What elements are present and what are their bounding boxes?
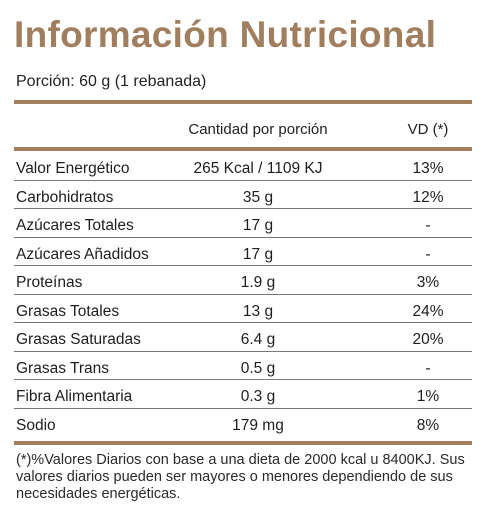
page-title: Información Nutricional: [14, 14, 437, 55]
nutrient-name: Carbohidratos: [16, 188, 114, 206]
nutrient-daily-value: 13%: [412, 160, 444, 177]
nutrient-daily-value: 12%: [412, 188, 444, 206]
top-divider: [14, 100, 472, 104]
row-divider: [14, 265, 472, 266]
portion-size: Porción: 60 g (1 rebanada): [16, 73, 207, 90]
nutrient-daily-value: 3%: [416, 274, 440, 291]
nutrient-quantity: 1.9 g: [240, 274, 276, 291]
nutrient-quantity: 179 mg: [232, 416, 284, 434]
nutrient-name: Fibra Alimentaria: [16, 388, 133, 405]
nutrient-name: Azúcares Totales: [16, 217, 134, 234]
nutrient-name: Azúcares Añadidos: [16, 245, 149, 263]
table-row: Azúcares Añadidos 17 g -: [0, 238, 489, 266]
nutrient-name: Grasas Trans: [16, 359, 110, 377]
nutrient-name: Grasas Saturadas: [16, 331, 141, 348]
nutrient-daily-value: 24%: [412, 302, 444, 320]
nutrient-daily-value: -: [425, 245, 431, 263]
nutrient-name: Grasas Totales: [16, 302, 120, 320]
nutrient-quantity: 265 Kcal / 1109 KJ: [193, 160, 323, 177]
footnote: (*)%Valores Diarios con base a una dieta…: [16, 452, 465, 502]
table-row: Carbohidratos 35 g 12%: [0, 181, 489, 209]
table-row: Grasas Totales 13 g 24%: [0, 295, 489, 323]
table-row: Azúcares Totales 17 g -: [0, 209, 489, 238]
row-divider: [14, 179, 472, 181]
header-divider: [14, 147, 472, 151]
row-divider: [14, 236, 472, 238]
nutrient-quantity: 35 g: [242, 188, 274, 206]
row-divider: [14, 293, 472, 295]
row-divider: [14, 350, 472, 352]
nutrient-daily-value: -: [425, 359, 431, 377]
nutrient-daily-value: 8%: [416, 416, 440, 434]
bottom-divider: [14, 441, 472, 445]
nutrient-daily-value: 1%: [416, 388, 440, 405]
nutrition-table: Valor Energético 265 Kcal / 1109 KJ 13% …: [0, 152, 489, 437]
row-divider: [14, 322, 472, 323]
nutrient-name: Proteínas: [16, 274, 83, 291]
nutrient-quantity: 0.5 g: [240, 359, 276, 377]
row-divider: [14, 208, 472, 209]
row-divider: [14, 407, 472, 409]
table-row: Sodio 179 mg 8%: [0, 409, 489, 438]
nutrient-quantity: 13 g: [242, 302, 274, 320]
table-row: Grasas Trans 0.5 g -: [0, 352, 489, 380]
table-row: Fibra Alimentaria 0.3 g 1%: [0, 380, 489, 409]
nutrient-daily-value: -: [425, 217, 431, 234]
header-quantity: Cantidad por porción: [188, 121, 328, 138]
table-row: Grasas Saturadas 6.4 g 20%: [0, 323, 489, 352]
table-row: Valor Energético 265 Kcal / 1109 KJ 13%: [0, 152, 489, 181]
table-row: Proteínas 1.9 g 3%: [0, 266, 489, 295]
nutrient-quantity: 17 g: [242, 245, 274, 263]
row-divider: [14, 379, 472, 380]
nutrient-quantity: 17 g: [242, 217, 274, 234]
nutrient-quantity: 0.3 g: [240, 388, 276, 405]
nutrient-quantity: 6.4 g: [240, 331, 276, 348]
nutrient-name: Sodio: [16, 416, 56, 434]
nutrient-daily-value: 20%: [412, 331, 444, 348]
header-daily-value: VD (*): [407, 121, 449, 138]
nutrient-name: Valor Energético: [16, 160, 130, 177]
